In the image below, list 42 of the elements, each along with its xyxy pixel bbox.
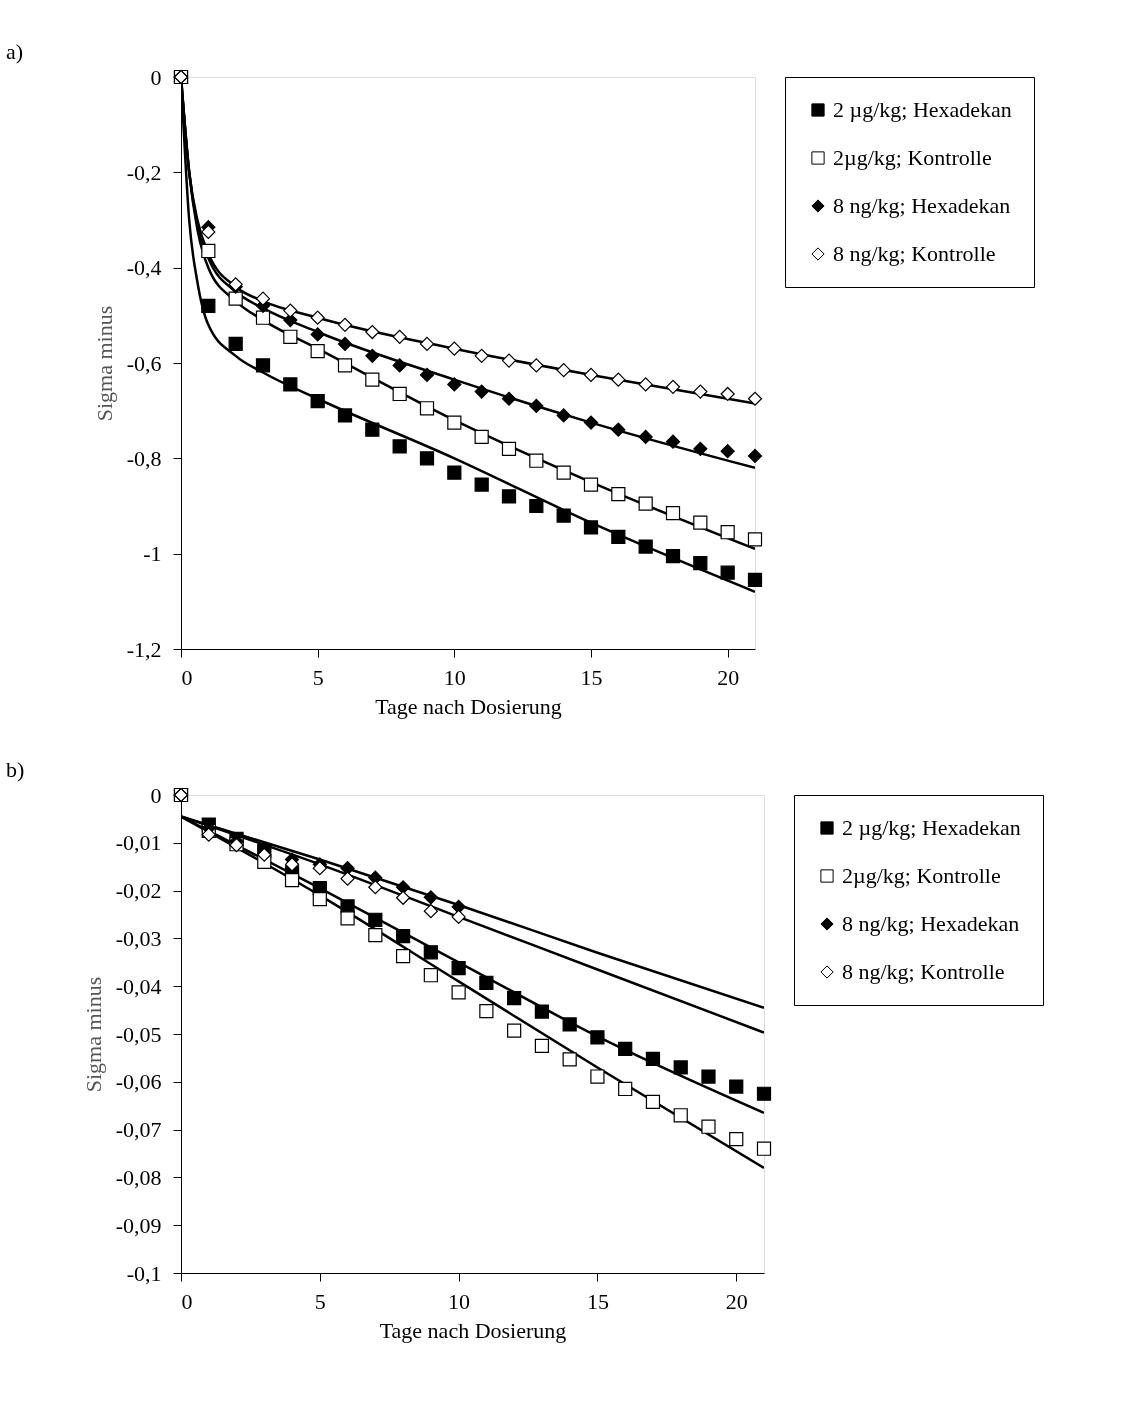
x-tick-label: 20: [717, 664, 740, 690]
x-tick-label: 10: [443, 664, 466, 690]
x-tick-label: 5: [312, 664, 324, 690]
x-tick-label: 15: [586, 1288, 609, 1314]
y-tick-label: -0,03: [115, 925, 162, 951]
y-tick-label: -0,2: [126, 159, 162, 185]
text: b): [6, 757, 25, 782]
x-tick-label: 20: [725, 1288, 748, 1314]
x-axis-title: Tage nach Dosierung: [375, 693, 562, 719]
y-tick-label: -0,07: [115, 1117, 162, 1143]
y-tick-label: -1,2: [126, 636, 162, 662]
x-tick-label: 5: [314, 1288, 326, 1314]
y-tick-label: 0: [150, 64, 162, 90]
legend-label: 8 ng/kg; Hexadekan: [842, 911, 1020, 936]
x-tick-label: 0: [181, 1288, 193, 1314]
legend-label: 2 µg/kg; Hexadekan: [833, 97, 1012, 122]
y-tick-label: -0,8: [126, 445, 162, 471]
y-tick-label: -0,09: [115, 1212, 162, 1238]
legend-label: 8 ng/kg; Hexadekan: [833, 193, 1011, 218]
x-tick-label: 15: [580, 664, 603, 690]
y-axis-title: Sigma minus: [91, 305, 117, 422]
y-tick-label: -0,6: [126, 350, 162, 376]
legend-label: 8 ng/kg; Kontrolle: [833, 241, 996, 266]
y-tick-label: -0,04: [115, 973, 162, 999]
y-tick-label: -0,1: [126, 1260, 162, 1286]
y-tick-label: -0,06: [115, 1069, 162, 1095]
legend-label: 2µg/kg; Kontrolle: [833, 145, 992, 170]
y-tick-label: -0,08: [115, 1164, 162, 1190]
y-axis-title: Sigma minus: [80, 976, 106, 1093]
y-tick-label: -1: [143, 541, 162, 567]
y-tick-label: -0,4: [126, 255, 162, 281]
y-tick-label: -0,05: [115, 1021, 162, 1047]
x-axis-title: Tage nach Dosierung: [379, 1317, 567, 1343]
text: a): [6, 39, 24, 64]
y-tick-label: -0,02: [115, 878, 162, 904]
x-tick-label: 0: [181, 664, 193, 690]
legend-label: 2 µg/kg; Hexadekan: [842, 815, 1021, 840]
legend-label: 8 ng/kg; Kontrolle: [842, 959, 1005, 984]
legend-label: 2µg/kg; Kontrolle: [842, 863, 1001, 888]
y-tick-label: -0,01: [115, 830, 162, 856]
x-tick-label: 10: [448, 1288, 471, 1314]
y-tick-label: 0: [150, 782, 162, 808]
